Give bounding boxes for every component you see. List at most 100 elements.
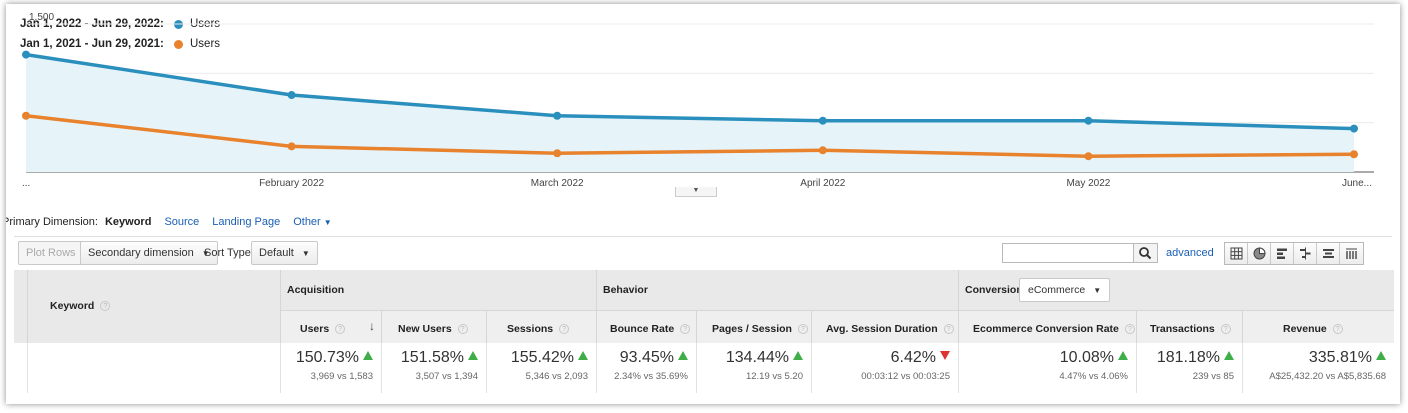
primary-dimension-other[interactable]: Other ▼ [293,216,331,228]
column-header-avg-session-duration[interactable]: Avg. Session Duration? [812,310,959,343]
primary-dimension-bar: Primary Dimension: Keyword Source Landin… [6,216,332,228]
previous-series-line [25,114,1355,158]
help-icon[interactable]: ? [1220,324,1231,334]
primary-dimension-landing-page[interactable]: Landing Page [212,216,281,228]
percentage-view-button[interactable] [1248,243,1271,264]
plot-rows-button[interactable]: Plot Rows [18,241,84,265]
previous-series-point[interactable] [553,149,562,158]
percent-change: 134.44% [726,349,803,367]
help-icon[interactable]: ? [559,324,570,334]
x-tick-label: ... [22,178,30,189]
collapse-chart-toggle[interactable]: ▼ [675,187,717,197]
comparison-values: 12.19 vs 5.20 [745,371,803,382]
primary-dimension-other-label: Other [293,216,321,228]
x-tick-label: February 2022 [259,178,324,189]
percent-change: 335.81% [1309,349,1386,367]
column-header-text: Sessions [507,323,554,335]
comparison-values: 5,346 vs 2,093 [525,371,588,382]
current-series-point[interactable] [1350,124,1358,133]
trend-up-icon [578,351,588,360]
help-icon[interactable]: ? [1332,324,1343,334]
column-header-pages-session[interactable]: Pages / Session? [697,310,812,343]
secondary-dimension-label: Secondary dimension [88,247,194,259]
percent-change-value: 335.81% [1308,349,1372,366]
sort-type-dropdown[interactable]: Default ▼ [251,241,318,265]
avg-session-duration-total-cell: 6.42% 00:03:12 vs 00:03:25 [812,343,959,393]
previous-series-point[interactable] [287,142,296,151]
chevron-down-icon: ▼ [301,249,310,258]
y-tick-label: 1,500 [29,12,54,23]
users-total-cell: 150.73% 3,969 vs 1,583 [281,343,382,393]
comparison-values: 3,969 vs 1,583 [310,371,373,382]
column-header-sessions[interactable]: Sessions? [487,310,597,343]
select-all-column [14,270,28,343]
trend-up-icon [363,351,373,360]
table-search-input[interactable] [1002,243,1134,263]
sort-descending-icon[interactable]: ↓ [369,319,375,333]
current-series-point[interactable] [553,111,562,120]
sort-type-label: Sort Type: [204,247,254,259]
percent-change-value: 134.44% [725,349,789,366]
current-series-point[interactable] [22,50,30,59]
column-header-revenue[interactable]: Revenue? [1243,310,1394,343]
grid-icon [1230,247,1242,260]
column-header-text: Avg. Session Duration [826,323,938,335]
help-icon[interactable]: ? [680,324,691,334]
secondary-dimension-dropdown[interactable]: Secondary dimension ▼ [80,241,218,265]
percent-change: 150.73% [296,349,373,367]
chevron-down-icon: ▼ [1093,286,1102,295]
help-icon[interactable]: ? [100,301,111,311]
search-button[interactable] [1134,243,1158,263]
comparison-view-button[interactable] [1294,243,1317,264]
column-header-users[interactable]: Users? ↓ [281,310,382,343]
column-header-label: Avg. Session Duration? [826,323,954,335]
current-series-point[interactable] [1084,116,1093,125]
trend-down-icon [940,351,950,360]
percent-change-value: 181.18% [1156,349,1220,366]
column-header-bounce-rate[interactable]: Bounce Rate? [597,310,697,343]
keyword-column-header[interactable]: Keyword? [28,270,281,343]
bounce-rate-total-cell: 93.45% 2.34% vs 35.69% [597,343,697,393]
column-header-label: New Users? [398,323,468,335]
trend-up-icon [793,351,803,360]
column-header-transactions[interactable]: Transactions? [1137,310,1243,343]
sessions-total-cell: 155.42% 5,346 vs 2,093 [487,343,597,393]
help-icon[interactable]: ? [1124,324,1135,334]
pivot-view-button[interactable] [1340,243,1363,264]
keyword-total-cell [28,343,281,393]
advanced-filter-link[interactable]: advanced [1166,247,1214,259]
percent-change-value: 155.42% [510,349,574,366]
comparison-values: 00:03:12 vs 00:03:25 [861,371,950,382]
previous-series-point[interactable] [1350,150,1358,159]
percent-change: 181.18% [1157,349,1234,367]
new-users-total-cell: 151.58% 3,507 vs 1,394 [382,343,487,393]
current-series-point[interactable] [287,91,296,100]
data-table-view-button[interactable] [1225,243,1248,264]
row-checkbox-cell [14,343,28,393]
performance-view-button[interactable] [1271,243,1294,264]
column-header-ecommerce-conversion-rate[interactable]: Ecommerce Conversion Rate? [959,310,1137,343]
primary-dimension-source[interactable]: Source [164,216,200,228]
previous-series-point[interactable] [818,146,827,155]
transactions-total-cell: 181.18% 239 vs 85 [1137,343,1243,393]
behavior-label: Behavior [603,284,648,296]
column-header-label: Revenue? [1283,323,1343,335]
help-icon[interactable]: ? [797,324,808,334]
previous-series-point[interactable] [1084,152,1093,161]
help-icon[interactable]: ? [457,324,468,334]
percent-change: 155.42% [511,349,588,367]
column-header-label: Transactions? [1150,323,1231,335]
help-icon[interactable]: ? [943,324,954,334]
keyword-header-label: Keyword? [50,300,111,312]
trend-up-icon [1118,351,1128,360]
legend-row-previous[interactable]: Jan 1, 2021 - Jun 29, 2021: Users [20,34,220,54]
column-header-new-users[interactable]: New Users? [382,310,487,343]
current-series-point[interactable] [818,116,827,125]
conversions-goal-dropdown[interactable]: eCommerce ▼ [1019,278,1111,302]
help-icon[interactable]: ? [335,324,346,334]
search-icon [1139,247,1152,260]
previous-series-point[interactable] [22,111,30,120]
column-header-label: Pages / Session? [712,323,808,335]
term-cloud-view-button[interactable] [1317,243,1340,264]
